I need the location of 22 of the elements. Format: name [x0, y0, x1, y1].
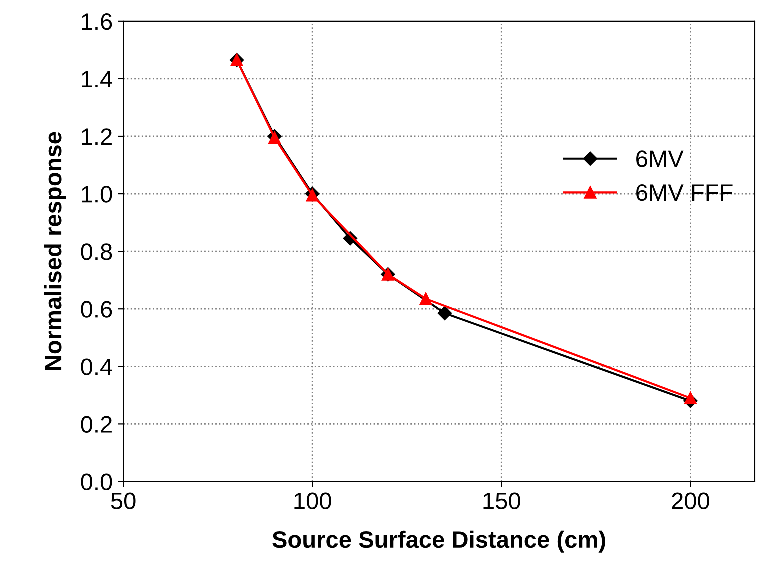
x-tick-label: 100 [294, 492, 332, 510]
y-tick-label: 0.4 [81, 358, 112, 376]
point [684, 392, 697, 405]
legend-label: 6MV FFF [636, 184, 733, 202]
y-tick-label: 1.0 [82, 186, 112, 203]
x-tick-label: 200 [672, 492, 710, 510]
y-tick-label: 0.2 [81, 416, 112, 433]
point [438, 306, 452, 321]
point [420, 292, 432, 306]
y-tick-label: 1.2 [82, 128, 112, 146]
point [306, 189, 319, 202]
y-tick-label: 0.8 [81, 244, 112, 260]
x-axis-title: Source Surface Distance (cm) [272, 530, 606, 553]
x-tick-label: 50 [111, 492, 136, 510]
y-tick-label: 1.6 [82, 13, 112, 30]
x-tick-label: 150 [484, 492, 520, 510]
y-tick-label: 0.6 [81, 301, 112, 318]
y-axis-title: Normalised response [44, 132, 66, 370]
point [268, 132, 282, 144]
legend-label: 6MV [636, 150, 684, 168]
y-tick-label: 1.4 [82, 71, 112, 88]
y-tick-label: 0.0 [81, 474, 112, 491]
